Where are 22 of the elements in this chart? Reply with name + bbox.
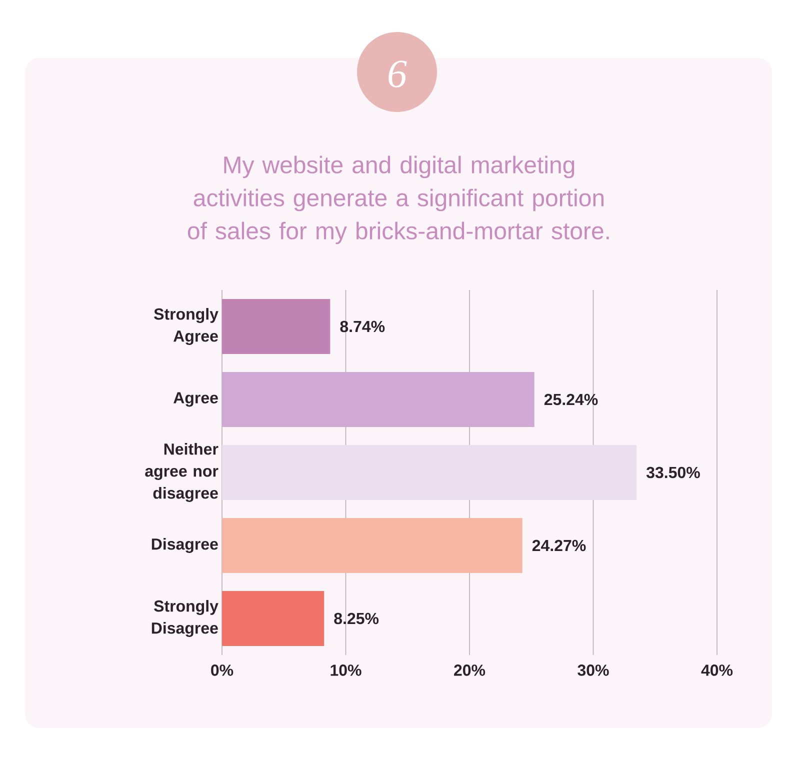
- bar: [222, 518, 522, 573]
- y-tick-label: Strongly Disagree: [152, 600, 218, 637]
- bar: [222, 372, 534, 427]
- chart-title: My website and digital marketing activities generate a significant portion of sales for my bricks-and-mortar store.: [188, 156, 609, 244]
- bar: [222, 591, 324, 646]
- x-tick-label: 10%: [330, 664, 362, 676]
- y-tick-label: Agree: [174, 392, 218, 407]
- y-tick-label: Strongly Agree: [154, 308, 218, 345]
- data-label: 8.74%: [340, 320, 385, 332]
- y-tick-label: Disagree: [152, 538, 218, 553]
- data-label: 24.27%: [532, 540, 586, 552]
- data-label: 8.25%: [334, 612, 379, 624]
- x-tick-label: 30%: [578, 664, 609, 676]
- data-label: 25.24%: [544, 394, 598, 406]
- bar: [222, 298, 330, 354]
- bar: [222, 444, 637, 500]
- x-tick-label: 40%: [701, 664, 733, 676]
- data-label: 33.50%: [646, 466, 700, 478]
- x-tick-label: 20%: [454, 664, 486, 676]
- text: 6: [388, 60, 407, 88]
- x-tick-label: 0%: [211, 664, 234, 676]
- y-tick-label: Neither agree nor disagree: [145, 443, 218, 502]
